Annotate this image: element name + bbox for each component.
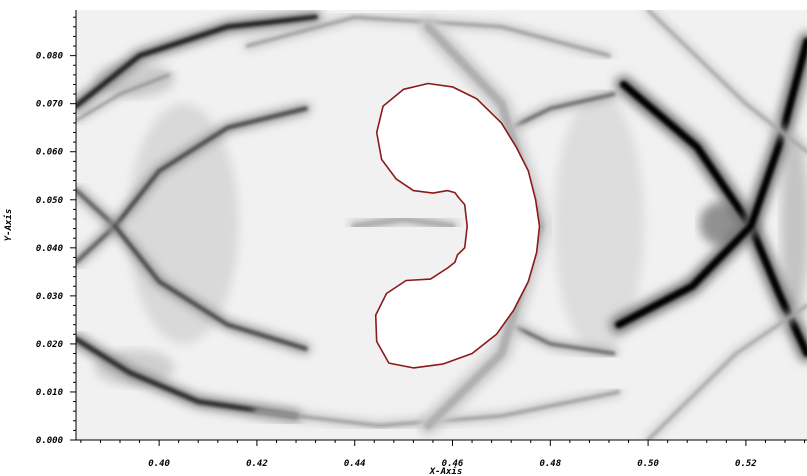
shock-wave [76,73,170,122]
x-tick-label: 0.52 [735,459,757,469]
shock-wave [76,336,299,419]
shock-wave [646,10,807,154]
x-tick-label: 0.44 [344,459,366,469]
x-tick-label: 0.42 [246,459,268,469]
x-tick-label: 0.40 [148,459,170,469]
x-axis: 0.40 0.42 0.44 0.46 0.48 0.50 0.52 [80,440,806,469]
shock-wave [646,304,807,440]
y-tick-label: 0.070 [36,100,64,110]
y-axis: 0.000 0.010 0.020 0.030 0.040 0.050 0.060 0.070… [36,16,76,446]
x-tick-label: 0.50 [637,459,659,469]
field-shade [780,133,807,314]
bubble-interior [375,83,540,368]
interface-contour [374,82,541,369]
y-axis-title: Y-Axis [3,209,14,242]
field-shade [128,103,239,344]
x-tick-label: 0.46 [442,459,464,469]
y-tick-label: 0.030 [36,292,64,302]
y-tick-label: 0.010 [36,388,64,398]
bubble-interface [374,82,541,369]
shock-wave [113,106,308,229]
shock-wave [113,224,308,351]
y-tick-label: 0.050 [36,196,64,206]
y-tick-label: 0.060 [36,148,64,158]
shock-wave [424,22,545,430]
shock-waves [76,10,807,440]
shock-wave [351,216,456,230]
y-tick-label: 0.080 [36,52,64,62]
field-shade [554,93,645,354]
shock-wave [76,14,319,109]
x-tick-label: 0.48 [539,459,561,469]
y-tick-label: 0.000 [36,436,64,446]
y-tick-label: 0.020 [36,340,64,350]
x-axis-title: X-Axis [429,466,463,476]
y-tick-label: 0.040 [36,244,64,254]
shock-wave [615,37,807,329]
